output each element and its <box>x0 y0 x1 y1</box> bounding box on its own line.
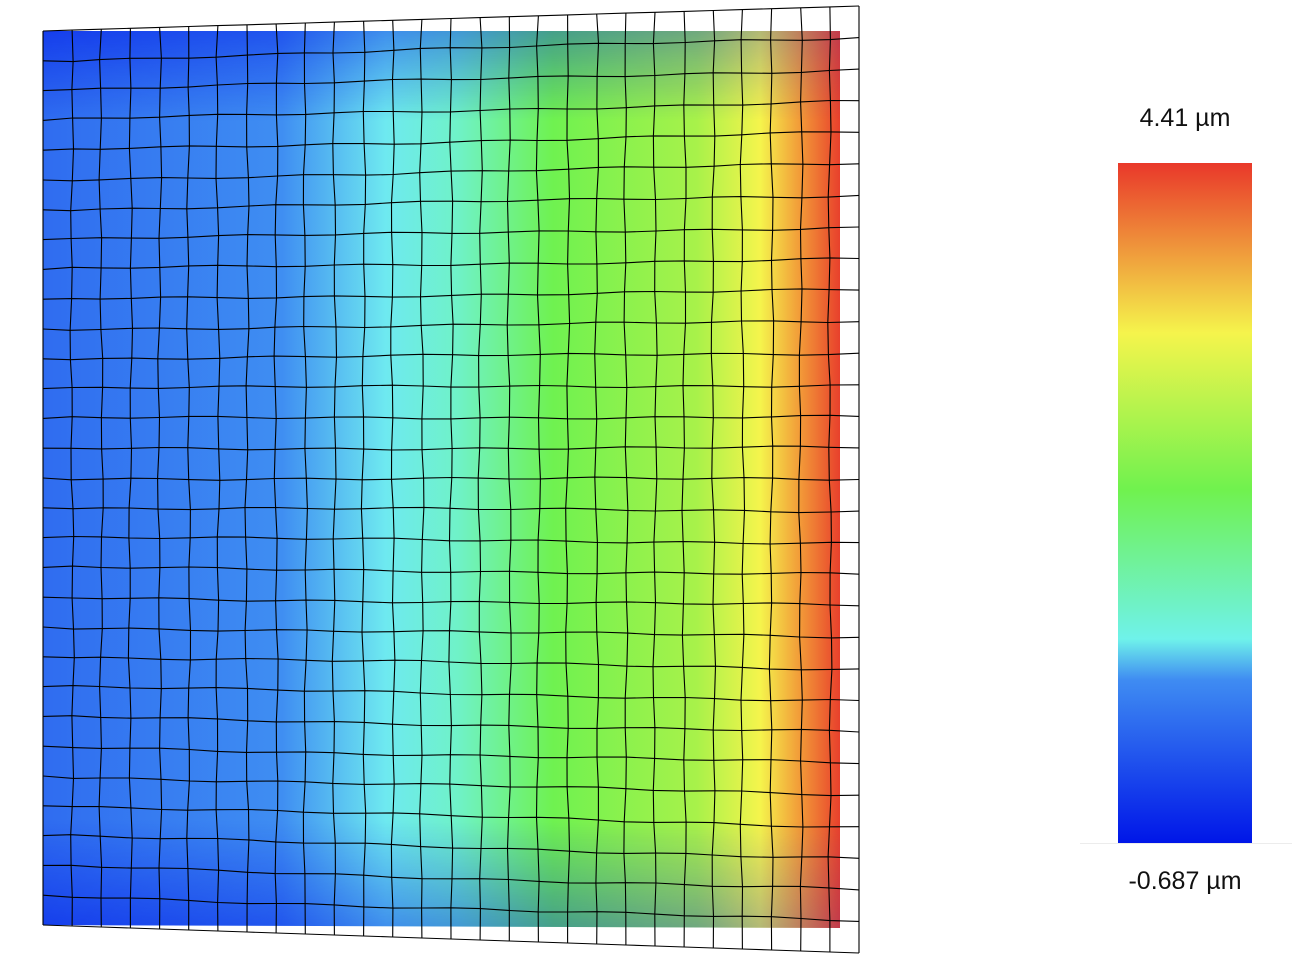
mesh-column-line <box>594 13 600 945</box>
mesh-column-line <box>535 15 541 943</box>
mesh-column-line <box>69 30 75 927</box>
mesh-column-line <box>827 6 833 952</box>
colorbar-min-label: -0.687 µm <box>1128 867 1242 895</box>
mesh-column-line <box>157 27 163 930</box>
mesh-column-line <box>768 8 775 951</box>
mesh-column-line <box>477 17 483 941</box>
mesh-column-line <box>127 28 134 928</box>
mesh-column-line <box>215 25 221 932</box>
colorbar <box>1118 163 1252 843</box>
displacement-field <box>43 31 840 928</box>
mesh-column-line <box>302 22 308 935</box>
mesh-column-line <box>710 10 717 949</box>
mesh-column-line <box>331 22 338 936</box>
mesh-column-line <box>506 16 512 941</box>
mesh-grid <box>42 5 860 954</box>
colorbar-max-label: 4.41 µm <box>1139 104 1231 132</box>
mesh-column-line <box>360 21 367 937</box>
mesh-column-line <box>448 18 454 940</box>
mesh-column-line <box>98 29 104 928</box>
mesh-column-line <box>419 19 425 939</box>
mesh-column-line <box>565 14 571 943</box>
mesh-column-line <box>273 23 279 934</box>
mesh-column-line <box>739 9 746 950</box>
colorbar-divider <box>1080 843 1292 844</box>
mesh-column-line <box>390 20 396 938</box>
mesh-column-line <box>652 12 658 947</box>
mesh-column-line <box>186 26 192 930</box>
mesh-column-line <box>798 7 804 952</box>
mesh-column-line <box>681 11 687 948</box>
mesh-column-line <box>623 13 629 946</box>
field-edge-shading <box>43 31 840 928</box>
mesh-column-line <box>244 24 250 933</box>
